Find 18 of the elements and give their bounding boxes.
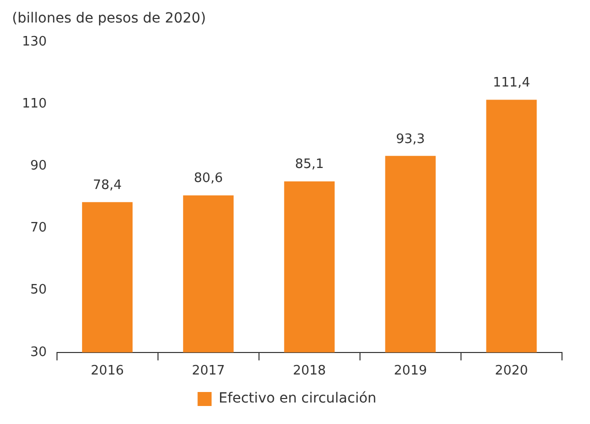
x-tick-label: 2019 xyxy=(394,364,427,379)
data-label: 78,4 xyxy=(92,178,122,194)
data-label: 111,4 xyxy=(492,76,530,91)
x-tick-label: 2016 xyxy=(90,364,124,379)
y-tick-label: 70 xyxy=(30,220,47,236)
x-tick-label: 2017 xyxy=(192,364,225,379)
data-label: 93,3 xyxy=(396,132,425,147)
y-tick-label: 50 xyxy=(30,282,47,298)
x-tick-label: 2020 xyxy=(494,364,528,379)
y-tick-label: 130 xyxy=(22,34,47,50)
y-tick-label: 30 xyxy=(30,344,47,360)
y-tick-label: 90 xyxy=(30,158,47,174)
data-label: 85,1 xyxy=(294,157,324,172)
y-axis-title: (billones de pesos de 2020) xyxy=(12,10,206,27)
x-tick-label: 2018 xyxy=(292,364,326,379)
y-tick-label: 110 xyxy=(22,96,47,112)
legend-label: Efectivo en circulación xyxy=(218,390,376,407)
data-label: 80,6 xyxy=(194,171,223,186)
